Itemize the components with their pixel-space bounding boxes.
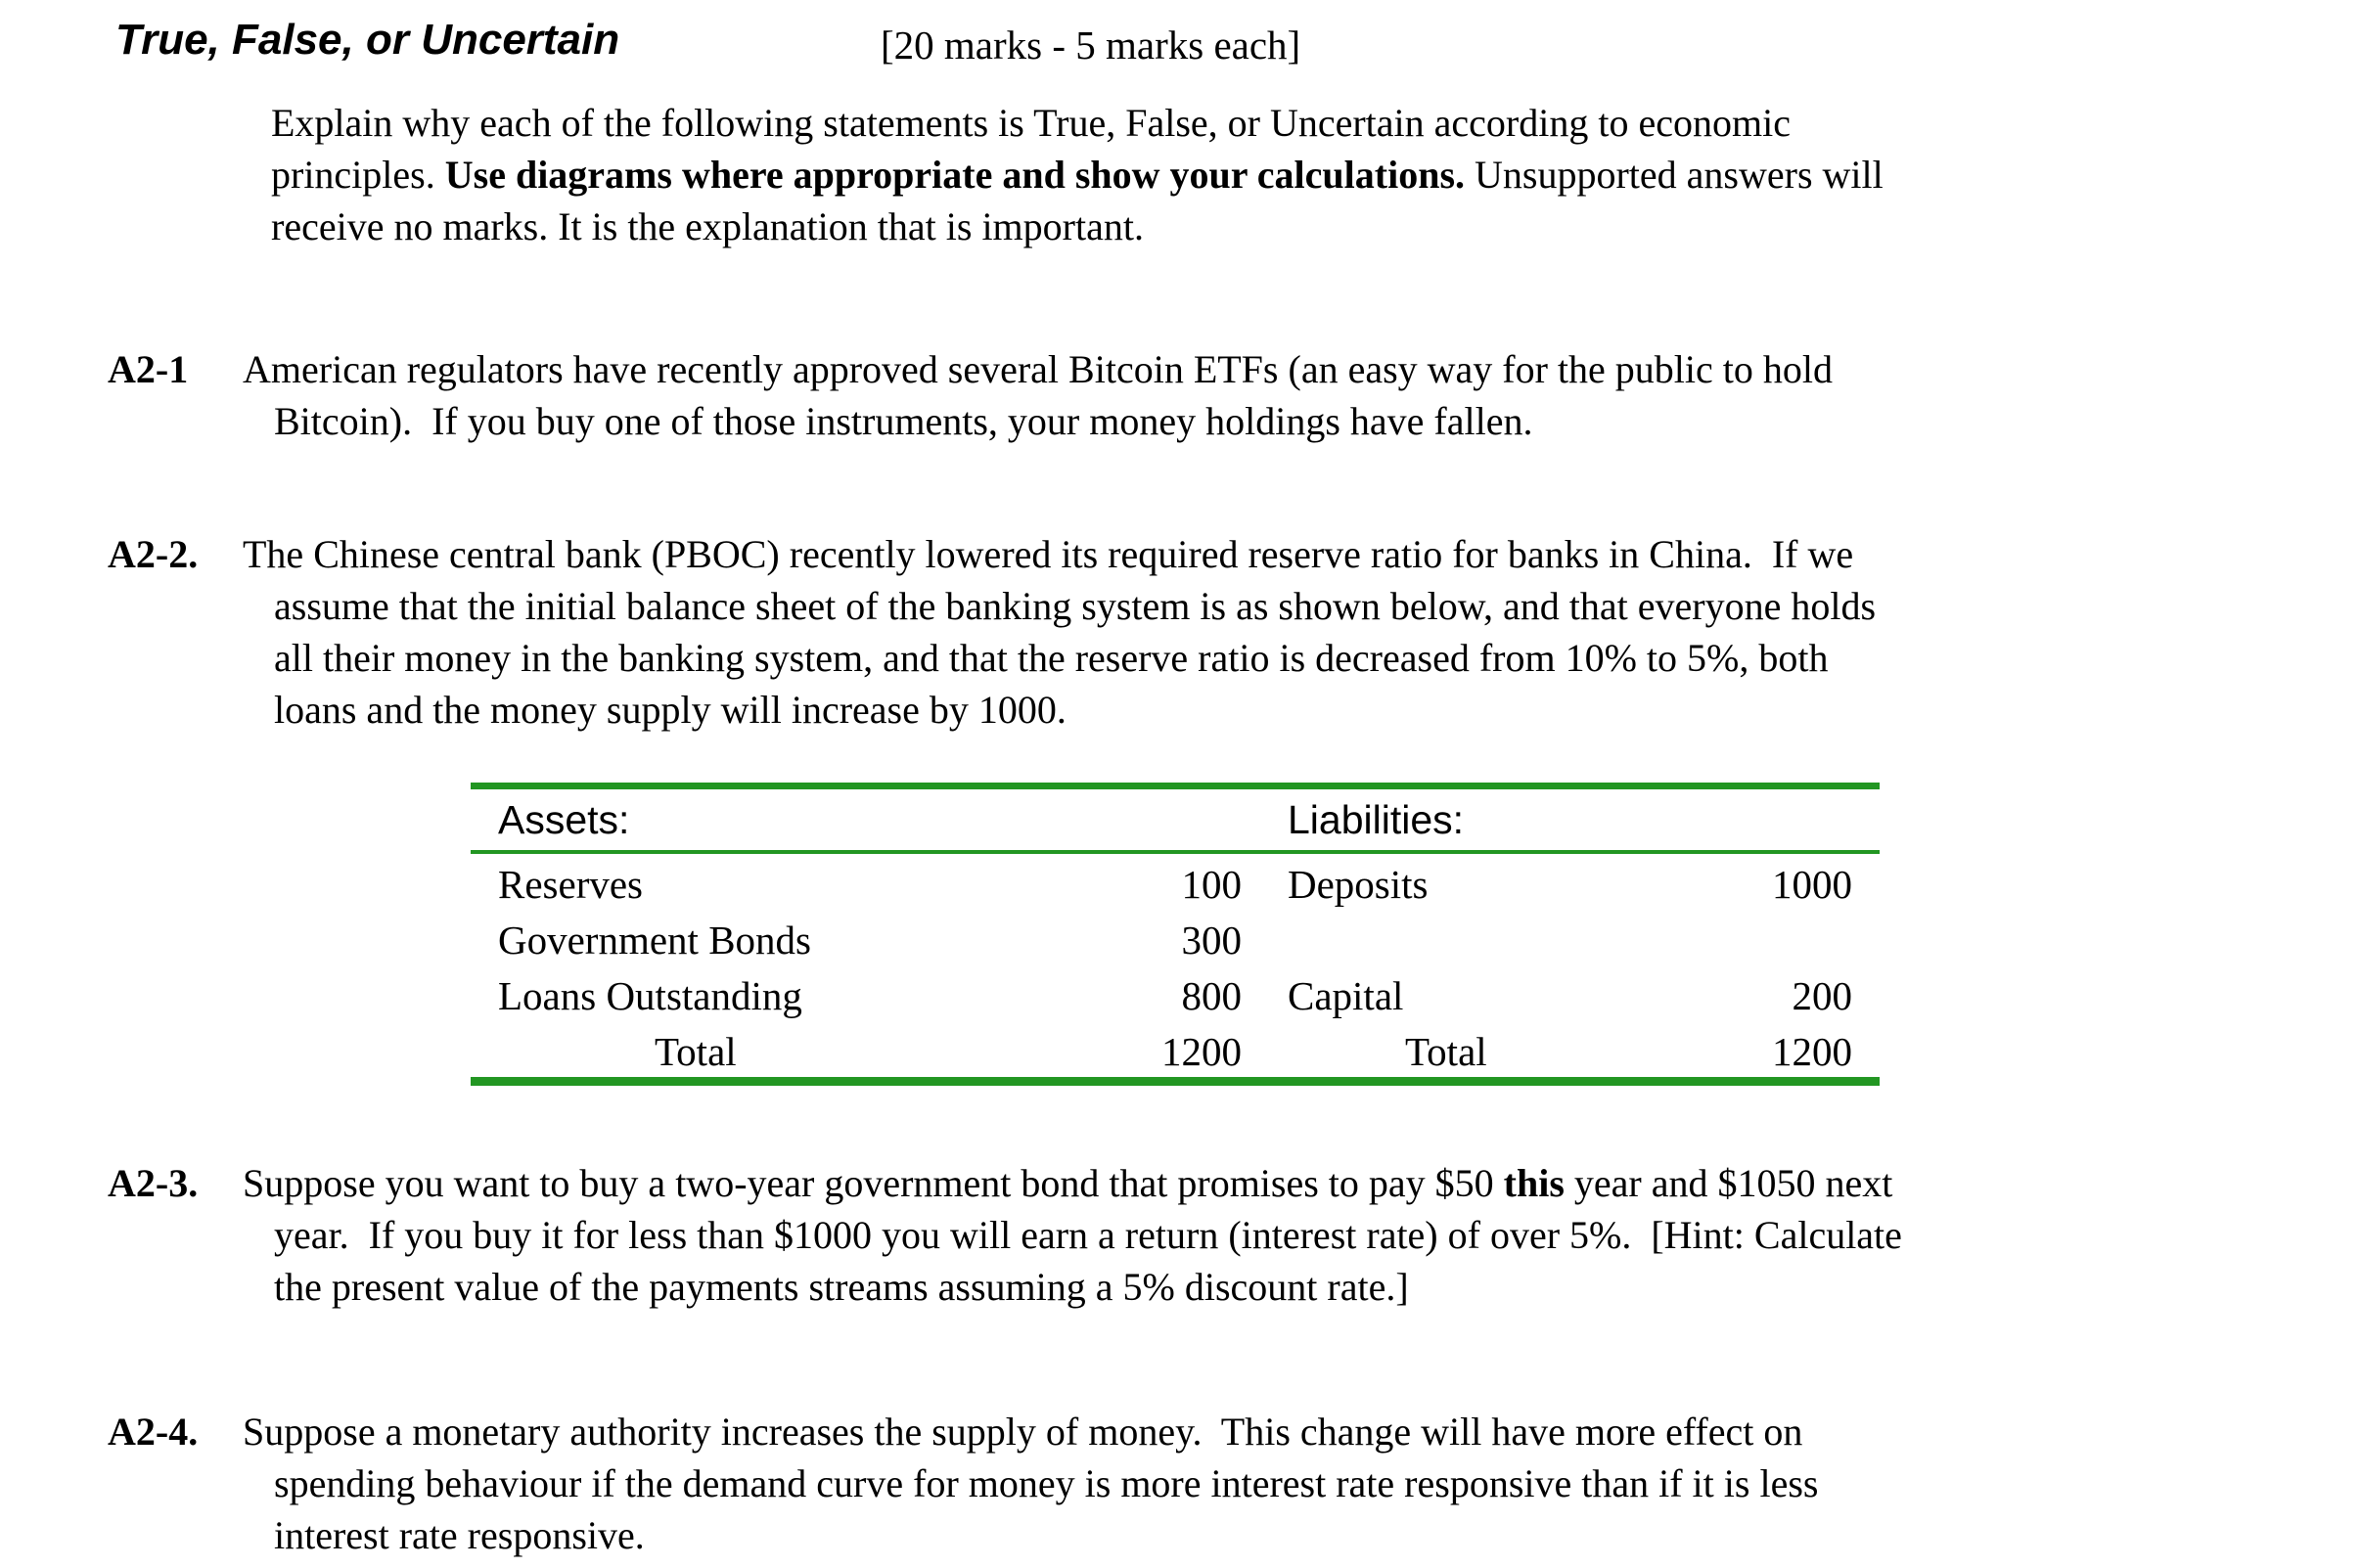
text-line: year. If you buy it for less than $1000 … (274, 1209, 1902, 1261)
text-segment: Bitcoin). If you buy one of those instru… (274, 399, 1533, 443)
assets-header: Assets: (471, 785, 1112, 854)
balance-sheet-cell: Deposits (1288, 862, 1429, 907)
table-row: Reserves 100 Deposits 1000 (471, 852, 1880, 910)
balance-sheet-cell: 300 (1181, 918, 1243, 963)
text-line: assume that the initial balance sheet of… (274, 580, 1876, 632)
text-line: Suppose a monetary authority increases t… (243, 1406, 1818, 1457)
table-row: Loans Outstanding 800 Capital 200 (471, 965, 1880, 1021)
text-segment: spending behaviour if the demand curve f… (274, 1461, 1819, 1505)
balance-sheet-cell: Government Bonds (498, 918, 811, 963)
balance-sheet-cell (1271, 910, 1695, 965)
text-line: The Chinese central bank (PBOC) recently… (243, 528, 1876, 580)
text-line: spending behaviour if the demand curve f… (274, 1457, 1818, 1509)
page-title: True, False, or Uncertain (115, 16, 620, 64)
text-segment: Explain why each of the following statem… (271, 101, 1791, 145)
question-text: Suppose you want to buy a two-year gover… (243, 1157, 1902, 1313)
text-line: receive no marks. It is the explanation … (271, 201, 1884, 252)
question-a2-2: A2-2. The Chinese central bank (PBOC) re… (108, 528, 1876, 736)
marks-allocation-label: [20 marks - 5 marks each] (881, 22, 1301, 67)
text-line: Bitcoin). If you buy one of those instru… (274, 395, 1833, 447)
text-line: Suppose you want to buy a two-year gover… (243, 1157, 1902, 1209)
text-segment: Suppose you want to buy a two-year gover… (243, 1161, 1504, 1205)
text-line: loans and the money supply will increase… (274, 684, 1876, 736)
text-segment: all their money in the banking system, a… (274, 636, 1829, 680)
text-line: Explain why each of the following statem… (271, 97, 1884, 149)
balance-sheet-cell: Reserves (498, 862, 644, 907)
balance-sheet-cell: 200 (1792, 973, 1853, 1018)
question-text: Suppose a monetary authority increases t… (243, 1406, 1818, 1561)
balance-sheet-cell: Total (1405, 1029, 1487, 1074)
balance-sheet-cell: 1200 (1772, 1029, 1852, 1074)
text-segment: the present value of the payments stream… (274, 1265, 1409, 1309)
text-line: the present value of the payments stream… (274, 1261, 1902, 1313)
instructions-paragraph: Explain why each of the following statem… (271, 97, 1884, 252)
text-segment: receive no marks. It is the explanation … (271, 204, 1144, 248)
question-text: The Chinese central bank (PBOC) recently… (243, 528, 1876, 736)
question-label: A2-2. (108, 532, 199, 576)
text-segment: Suppose a monetary authority increases t… (243, 1410, 1803, 1454)
text-segment: The Chinese central bank (PBOC) recently… (243, 532, 1854, 576)
balance-sheet-cell: 1000 (1772, 862, 1852, 907)
balance-sheet-cell: Loans Outstanding (498, 973, 802, 1018)
balance-sheet-cell: Capital (1288, 973, 1404, 1018)
text-segment: year. If you buy it for less than $1000 … (274, 1213, 1902, 1257)
question-a2-1: A2-1 American regulators have recently a… (108, 343, 1833, 447)
balance-sheet-cell: 1200 (1161, 1029, 1242, 1074)
text-segment: year and $1050 next (1564, 1161, 1893, 1205)
bold-text-segment: this (1503, 1161, 1565, 1205)
text-line: interest rate responsive. (274, 1509, 1818, 1561)
question-label: A2-1 (108, 347, 189, 391)
balance-sheet-cell: Total (655, 1029, 737, 1074)
question-label: A2-4. (108, 1410, 199, 1454)
empty-cell (1112, 785, 1271, 854)
text-line: all their money in the banking system, a… (274, 632, 1876, 684)
text-segment: loans and the money supply will increase… (274, 688, 1067, 732)
text-line: principles. Use diagrams where appropria… (271, 149, 1884, 201)
bold-text-segment: Use diagrams where appropriate and show … (444, 153, 1466, 197)
question-a2-3: A2-3. Suppose you want to buy a two-year… (108, 1157, 1902, 1313)
liabilities-header: Liabilities: (1271, 785, 1695, 854)
table-row: Government Bonds 300 (471, 910, 1880, 965)
text-segment: assume that the initial balance sheet of… (274, 584, 1877, 628)
question-text: American regulators have recently approv… (243, 343, 1833, 447)
question-a2-4: A2-4. Suppose a monetary authority incre… (108, 1406, 1818, 1561)
text-segment: interest rate responsive. (274, 1513, 645, 1557)
balance-sheet-header-row: Assets: Liabilities: (471, 785, 1880, 854)
text-segment: principles. (271, 153, 445, 197)
balance-sheet-table: Assets: Liabilities: Reserves 100 Deposi… (471, 783, 1880, 1086)
balance-sheet-cell: 800 (1181, 973, 1243, 1018)
balance-sheet-cell: 100 (1181, 862, 1243, 907)
text-line: American regulators have recently approv… (243, 343, 1833, 395)
table-total-row: Total 1200 Total 1200 (471, 1021, 1880, 1082)
question-label: A2-3. (108, 1161, 199, 1205)
text-segment: Unsupported answers will (1465, 153, 1884, 197)
text-segment: American regulators have recently approv… (243, 347, 1833, 391)
balance-sheet-cell (1695, 910, 1880, 965)
empty-cell (1695, 785, 1880, 854)
